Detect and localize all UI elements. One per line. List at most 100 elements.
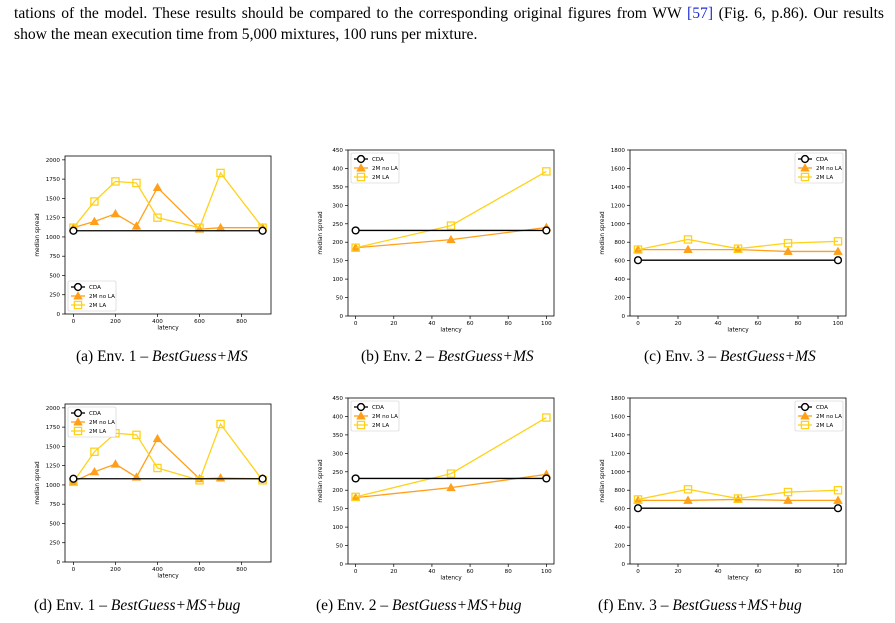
chart-f-cda-point: [833, 504, 843, 513]
chart-a-ytick-label: 1250: [46, 216, 61, 222]
chart-c-xtick-label: 60: [754, 321, 762, 327]
chart-c-ytick-label: 0: [621, 314, 625, 320]
chart-f-2m-no-la-point: [683, 495, 693, 504]
chart-c-ytick-label: 1600: [611, 166, 626, 172]
chart-c-2m-la-point: [733, 244, 743, 253]
chart-c-legend-swatch-2m-la: [800, 172, 810, 182]
chart-e-series-cda: [351, 474, 551, 483]
chart-d-legend-swatch-2m-no-la: [73, 417, 83, 426]
chart-a-legend-swatch-cda: [73, 282, 83, 292]
chart-b-2m-la-point: [542, 167, 551, 176]
chart-d-xtick-label: 200: [110, 567, 121, 573]
chart-b-xtick-label: 40: [428, 321, 436, 327]
chart-a-ytick-label: 1000: [46, 235, 61, 241]
chart-b-legend-label: CDA: [372, 157, 384, 163]
chart-f-ytick-label: 800: [614, 488, 625, 494]
chart-c-series-cda: [633, 256, 843, 265]
chart-e-ylabel: median spread: [318, 459, 324, 503]
chart-a-legend: CDA 2M no LA 2M LA: [67, 280, 117, 312]
chart-a-2m-la-point: [90, 197, 99, 206]
chart-a-cda-point: [258, 226, 267, 235]
chart-f-xtick-label: 0: [636, 569, 640, 575]
chart-c-legend-swatch-cda: [800, 154, 810, 164]
chart-d-legend-label: 2M no LA: [89, 420, 115, 426]
chart-e-legend-swatch-2m-la: [356, 420, 366, 430]
chart-f-xtick-label: 60: [754, 569, 762, 575]
figure-f-chart: 0 200 400 600 800 1000 1200 1400 1600 1800 0 20 40 60…: [600, 396, 847, 582]
chart-a-legend-swatch-2m-la: [73, 300, 83, 310]
chart-a-series-cda: [69, 226, 267, 235]
chart-f-2m-no-la-point: [783, 495, 793, 504]
figure-d-chart: 0 250 500 750 1000 1250 1500 1750 2000 0 200 400 600…: [35, 403, 272, 580]
chart-f-xtick-label: 20: [674, 569, 682, 575]
caption-b: (b) Env. 2 – BestGuess+MS: [361, 348, 534, 366]
chart-c-legend: CDA 2M no LA 2M LA: [794, 152, 844, 184]
chart-a-ytick-label: 2000: [46, 158, 61, 164]
chart-d-2m-la-point: [132, 430, 141, 440]
chart-e-series-2m-la: [351, 413, 551, 502]
chart-a-xtick-label: 600: [194, 319, 205, 325]
chart-d-xtick-label: 800: [236, 567, 247, 573]
chart-a-2m-no-la-line: [73, 186, 263, 230]
chart-c-legend-label: CDA: [816, 157, 828, 163]
chart-a-legend-label: 2M no LA: [89, 294, 115, 300]
caption-f-method: BestGuess+MS+bug: [672, 597, 802, 614]
chart-c-xlabel: latency: [727, 328, 749, 334]
chart-c-cda-point: [833, 256, 843, 265]
paragraph-text-1: tations of the model. These results shou…: [14, 5, 688, 22]
chart-c-2m-no-la-point: [833, 246, 843, 255]
chart-a-2m-la-point: [216, 168, 225, 178]
chart-b-ytick-label: 200: [332, 240, 343, 246]
chart-f-2m-la-line: [637, 488, 839, 501]
caption-e-method: BestGuess+MS+bug: [392, 597, 522, 614]
chart-b-cda-point: [351, 226, 360, 235]
chart-e-cda-point: [351, 474, 360, 483]
chart-b-series-2m-la: [351, 167, 551, 253]
chart-d-legend-label: CDA: [89, 411, 101, 417]
caption-f-prefix: (f) Env. 3 –: [598, 597, 673, 614]
chart-f-series-2m-la: [633, 485, 843, 504]
chart-f-ylabel: median spread: [600, 459, 606, 503]
chart-a-legend-label: CDA: [89, 285, 101, 291]
chart-b-xlabel: latency: [440, 328, 462, 334]
chart-d-2m-la-point: [195, 476, 204, 485]
chart-d-ytick-label: 250: [49, 541, 60, 547]
chart-b-ytick-label: 0: [339, 314, 343, 320]
chart-f-series-cda: [633, 504, 843, 513]
chart-c-2m-la-line: [637, 238, 839, 251]
caption-b-method: BestGuess+MS: [437, 348, 534, 365]
chart-a-legend-swatch-2m-no-la: [73, 291, 83, 300]
chart-a-xtick-label: 200: [110, 319, 121, 325]
citation-link[interactable]: [57]: [687, 5, 714, 22]
chart-b-legend-swatch-cda: [356, 154, 366, 164]
chart-b-xtick-label: 20: [390, 321, 398, 327]
chart-c-cda-point: [633, 256, 643, 265]
chart-f-2m-la-point: [833, 485, 843, 495]
chart-f-ytick-label: 400: [614, 525, 625, 531]
chart-a-2m-no-la-point: [89, 216, 100, 225]
chart-a-ytick-label: 0: [56, 312, 60, 318]
chart-a-ytick-label: 250: [49, 293, 60, 299]
chart-e-legend-swatch-2m-no-la: [356, 411, 366, 420]
chart-e-xtick-label: 40: [428, 569, 436, 575]
chart-c-ytick-label: 200: [614, 296, 625, 302]
chart-b-ytick-label: 250: [332, 222, 343, 228]
chart-e-ytick-label: 300: [332, 451, 343, 457]
chart-c-ytick-label: 400: [614, 277, 625, 283]
chart-a-cda-point: [69, 226, 78, 235]
chart-d-ytick-label: 0: [56, 560, 60, 566]
body-paragraph: tations of the model. These results shou…: [14, 3, 884, 45]
chart-e-legend-swatch-cda: [356, 402, 366, 412]
chart-b-ytick-label: 50: [336, 296, 344, 302]
chart-f-2m-la-point: [633, 495, 643, 504]
chart-b-ytick-label: 350: [332, 185, 343, 191]
chart-f-legend-swatch-cda: [800, 402, 810, 412]
chart-f-legend-swatch-2m-no-la: [800, 411, 810, 420]
chart-d-ylabel: median spread: [35, 461, 41, 505]
chart-f-ytick-label: 1400: [611, 433, 626, 439]
chart-d-cda-point: [258, 474, 267, 483]
chart-c-ytick-label: 1200: [611, 203, 626, 209]
chart-e-legend-label: CDA: [372, 405, 384, 411]
chart-c-ytick-label: 1800: [611, 148, 626, 154]
chart-b-ytick-label: 300: [332, 203, 343, 209]
